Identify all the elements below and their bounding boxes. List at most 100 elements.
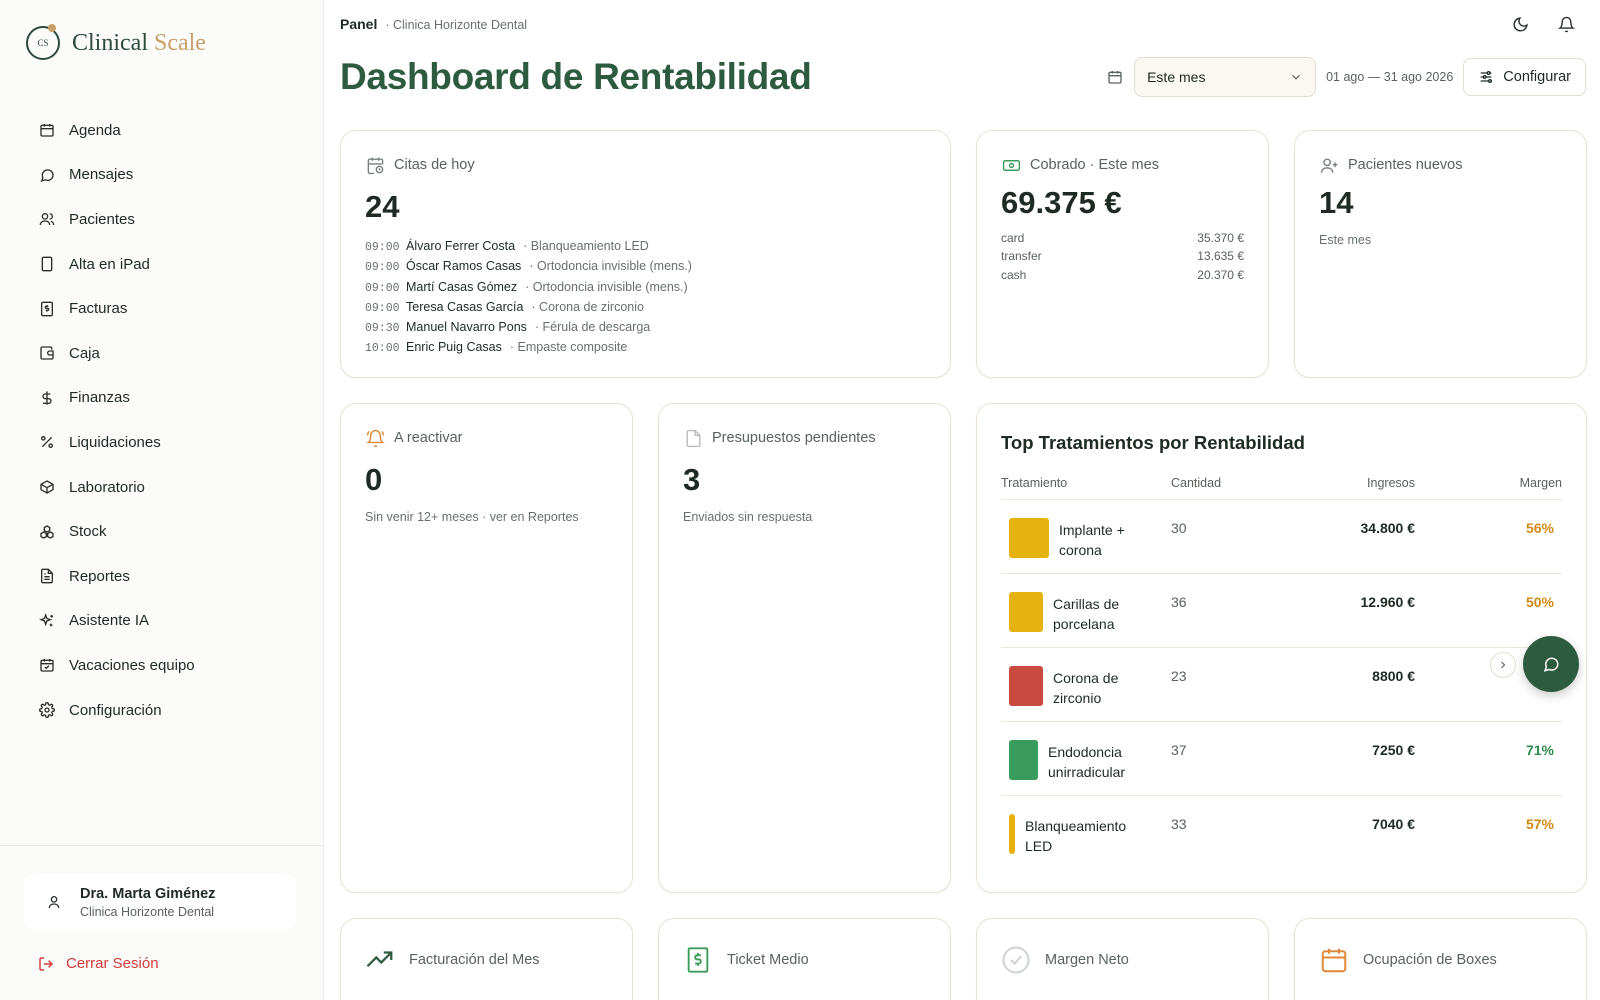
sidebar-item-label: Finanzas xyxy=(69,389,130,407)
card-header: Pacientes nuevos xyxy=(1319,155,1562,175)
sidebar-item-configuracion[interactable]: Configuración xyxy=(28,688,298,733)
payment-method-label: transfer xyxy=(1001,249,1042,264)
appt-patient: Manuel Navarro Pons xyxy=(406,320,527,335)
logout-button[interactable]: Cerrar Sesión xyxy=(38,955,159,972)
treatment-color-swatch xyxy=(1009,740,1038,780)
invoice-icon xyxy=(38,300,55,317)
sidebar-item-mensajes[interactable]: Mensajes xyxy=(28,153,298,198)
sidebar-item-alta-ipad[interactable]: Alta en iPad xyxy=(28,242,298,287)
moon-icon[interactable] xyxy=(1510,14,1530,34)
list-item[interactable]: 09:00 Óscar Ramos Casas · Ortodoncia invis… xyxy=(365,259,926,279)
user-plus-icon xyxy=(1319,155,1339,175)
sidebar-item-liquidaciones[interactable]: Liquidaciones xyxy=(28,420,298,465)
card-title: Ticket Medio xyxy=(727,952,809,968)
column-header[interactable]: Ingresos xyxy=(1367,476,1415,490)
card-title: Facturación del Mes xyxy=(409,952,540,968)
table-row[interactable]: Implante + corona 30 34.800 € 56% xyxy=(1001,500,1562,574)
payment-method-value: 35.370 € xyxy=(1197,231,1244,245)
reactivar-card: A reactivar 0 Sin venir 12+ meses · ver … xyxy=(340,403,633,893)
sidebar-item-reportes[interactable]: Reportes xyxy=(28,554,298,599)
top-tratamientos-card: Top Tratamientos por Rentabilidad Tratam… xyxy=(976,403,1587,893)
breadcrumb-main[interactable]: Panel xyxy=(340,16,378,32)
card-title: A reactivar xyxy=(394,430,463,446)
treatment-color-swatch xyxy=(1009,666,1043,706)
sidebar-item-stock[interactable]: Stock xyxy=(28,509,298,554)
income-cell: 7040 € xyxy=(1372,816,1415,832)
kpi-card-ocupacion: Ocupación de Boxes xyxy=(1294,918,1587,1000)
margin-cell: 56% xyxy=(1525,520,1554,536)
user-card[interactable]: Dra. Marta Giménez Clinica Horizonte Den… xyxy=(24,874,296,930)
table-row[interactable]: Endodoncia unirradicular 37 7250 € 71% xyxy=(1001,722,1562,796)
list-item[interactable]: 09:00 Álvaro Ferrer Costa · Blanqueamiento… xyxy=(365,239,926,259)
payment-row: transfer 13.635 € xyxy=(1001,249,1244,267)
treatment-name-line: Carillas de xyxy=(1053,596,1120,612)
calendar-icon xyxy=(1319,945,1349,975)
user-clinic: Clinica Horizonte Dental xyxy=(80,904,215,919)
sidebar-item-agenda[interactable]: Agenda xyxy=(28,108,298,153)
presupuestos-count: 3 xyxy=(683,462,701,497)
column-header[interactable]: Margen xyxy=(1519,476,1562,490)
list-item[interactable]: 10:00 Enric Puig Casas · Empaste composite xyxy=(365,340,926,360)
logo[interactable]: CS Clinical Scale xyxy=(26,24,206,60)
sidebar-item-caja[interactable]: Caja xyxy=(28,331,298,376)
card-header: Presupuestos pendientes xyxy=(683,428,926,448)
sidebar-item-pacientes[interactable]: Pacientes xyxy=(28,197,298,242)
list-item[interactable]: 09:00 Martí Casas Gómez · Ortodoncia invis… xyxy=(365,280,926,300)
sidebar-item-vacaciones[interactable]: Vacaciones equipo xyxy=(28,643,298,688)
cobrado-card: Cobrado · Este mes 69.375 € card 35.370 €… xyxy=(976,130,1269,378)
appt-treatment: · Ortodoncia invisible (mens.) xyxy=(525,279,688,294)
treatment-cell: Carillas de porcelana xyxy=(1001,592,1171,634)
presupuestos-sub: Enviados sin respuesta xyxy=(683,510,813,524)
card-title: Citas de hoy xyxy=(394,157,475,173)
treatment-color-swatch xyxy=(1009,814,1015,854)
treatment-name-line: Blanqueamiento xyxy=(1025,818,1127,834)
appt-time: 10:00 xyxy=(365,342,400,356)
appt-patient: Martí Casas Gómez xyxy=(406,279,518,294)
banknote-icon xyxy=(1001,155,1021,175)
bell-icon[interactable] xyxy=(1556,14,1576,34)
sidebar-item-asistente-ia[interactable]: Asistente IA xyxy=(28,599,298,644)
treatment-name: Endodoncia unirradicular xyxy=(1048,742,1125,782)
sidebar-item-label: Pacientes xyxy=(69,210,135,228)
page-title: Dashboard de Rentabilidad xyxy=(340,56,812,97)
sidebar-item-finanzas[interactable]: Finanzas xyxy=(28,376,298,421)
logo-text-main: Clinical xyxy=(72,29,148,56)
reactivar-sub[interactable]: Sin venir 12+ meses · ver en Reportes xyxy=(365,510,579,524)
chat-fab-button[interactable] xyxy=(1523,636,1579,692)
margin-cell: 71% xyxy=(1525,742,1554,758)
card-header: Ocupación de Boxes xyxy=(1319,945,1562,975)
sidebar-item-facturas[interactable]: Facturas xyxy=(28,286,298,331)
table-row[interactable]: Blanqueamiento LED 33 7040 € 57% xyxy=(1001,796,1562,870)
appointment-list: 09:00 Álvaro Ferrer Costa · Blanqueamiento… xyxy=(365,239,926,361)
sliders-icon xyxy=(1478,69,1494,85)
citas-card: Citas de hoy 24 09:00 Álvaro Ferrer Costa… xyxy=(340,130,951,378)
payment-method-label: cash xyxy=(1001,267,1027,282)
configure-button[interactable]: Configurar xyxy=(1463,58,1586,96)
period-select[interactable]: Este mes xyxy=(1134,57,1317,97)
period-controls: Este mes 01 ago — 31 ago 2026 Configurar xyxy=(1106,57,1586,97)
list-item[interactable]: 09:00 Teresa Casas García · Corona de zirc… xyxy=(365,300,926,320)
treatment-name-line: unirradicular xyxy=(1048,764,1126,780)
calendar-icon xyxy=(1106,68,1124,86)
logo-text: Clinical Scale xyxy=(72,30,206,57)
income-cell: 7250 € xyxy=(1372,742,1415,758)
sidebar-nav: Agenda Mensajes Pacientes Alta en iPad F… xyxy=(28,108,298,732)
sidebar-item-laboratorio[interactable]: Laboratorio xyxy=(28,465,298,510)
appt-treatment: · Empaste composite xyxy=(509,340,628,355)
appt-treatment: · Blanqueamiento LED xyxy=(523,239,649,253)
card-title: Cobrado · Este mes xyxy=(1030,157,1159,173)
sidebar-item-label: Liquidaciones xyxy=(69,433,161,451)
qty-cell: 37 xyxy=(1171,742,1187,758)
sparkles-icon xyxy=(38,612,55,629)
chevron-right-icon[interactable] xyxy=(1490,652,1516,678)
sidebar: CS Clinical Scale Agenda Mensajes Pacien… xyxy=(0,0,324,1000)
margin-cell: 50% xyxy=(1525,594,1554,610)
table-row[interactable]: Carillas de porcelana 36 12.960 € 50% xyxy=(1001,574,1562,648)
top-icons xyxy=(1510,14,1576,34)
column-header[interactable]: Cantidad xyxy=(1171,476,1222,490)
box-icon xyxy=(38,479,55,496)
citas-count: 24 xyxy=(365,189,400,224)
list-item[interactable]: 09:30 Manuel Navarro Pons · Férula de desc… xyxy=(365,320,926,340)
column-header[interactable]: Tratamiento xyxy=(1001,476,1068,490)
